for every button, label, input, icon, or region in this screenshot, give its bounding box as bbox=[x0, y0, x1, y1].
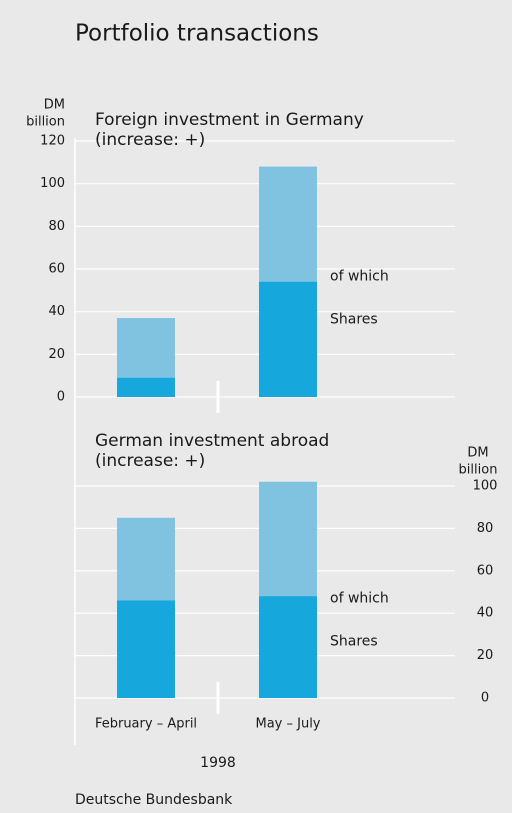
legend-label: Shares bbox=[330, 633, 378, 649]
annotation: of which bbox=[330, 590, 389, 606]
y-tick-label: 60 bbox=[477, 563, 494, 578]
y-tick-label: 20 bbox=[48, 347, 65, 362]
bar bbox=[117, 600, 175, 698]
y-tick-label: 100 bbox=[473, 479, 498, 494]
y-tick-label: 20 bbox=[477, 648, 494, 663]
y-tick-label: 80 bbox=[48, 219, 65, 234]
y-tick-label: 80 bbox=[477, 521, 494, 536]
y-axis-label: DM bbox=[44, 98, 65, 113]
panel-title: (increase: +) bbox=[95, 451, 205, 471]
bar bbox=[259, 596, 317, 698]
y-tick-label: 0 bbox=[57, 390, 65, 405]
y-axis-label: billion bbox=[26, 115, 65, 130]
y-tick-label: 100 bbox=[40, 176, 65, 191]
y-tick-label: 120 bbox=[40, 134, 65, 149]
panel-title: Foreign investment in Germany bbox=[95, 110, 364, 130]
x-tick-label: February – April bbox=[95, 717, 197, 732]
annotation: of which bbox=[330, 269, 389, 285]
x-axis-label: 1998 bbox=[200, 755, 236, 771]
y-tick-label: 40 bbox=[48, 304, 65, 319]
source: Deutsche Bundesbank bbox=[75, 792, 233, 808]
y-tick-label: 40 bbox=[477, 606, 494, 621]
panel-title: German investment abroad bbox=[95, 431, 329, 451]
x-tick-label: May – July bbox=[255, 717, 320, 732]
legend-label: Shares bbox=[330, 312, 378, 328]
bar bbox=[117, 377, 175, 397]
y-tick-label: 60 bbox=[48, 262, 65, 277]
y-axis-label: billion bbox=[459, 463, 498, 478]
y-tick-label: 0 bbox=[481, 691, 489, 706]
page-title: Portfolio transactions bbox=[75, 21, 319, 47]
y-axis-label: DM bbox=[467, 446, 488, 461]
bar bbox=[259, 281, 317, 397]
panel-title: (increase: +) bbox=[95, 130, 205, 150]
